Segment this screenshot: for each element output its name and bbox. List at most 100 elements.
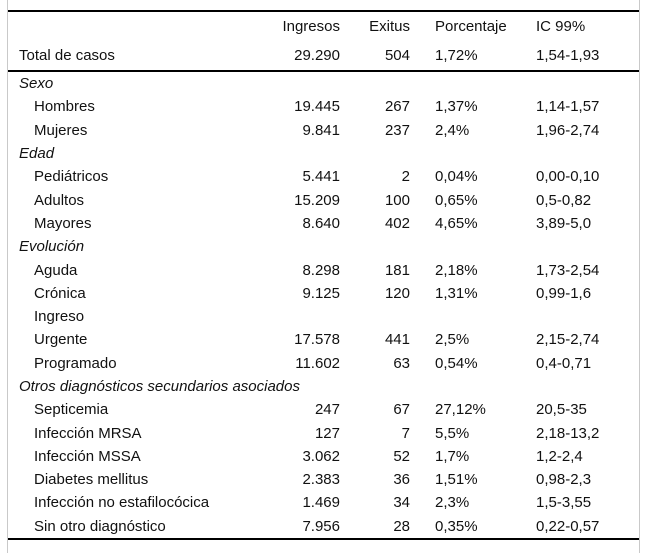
cell-ingresos: 3.062 <box>302 447 340 465</box>
cell-ic: 2,18-13,2 <box>536 424 600 442</box>
cell-ingresos: 1.469 <box>302 494 340 512</box>
cell-exitus: 36 <box>393 471 410 489</box>
cell-exitus: 402 <box>384 214 410 232</box>
cell-exitus: 441 <box>384 331 410 349</box>
column-header-porcentaje: Porcentaje <box>435 17 507 35</box>
cell-ic: 1,54-1,93 <box>536 46 600 64</box>
cell-label: Programado <box>34 354 117 372</box>
table-row-septicemia: Septicemia 247 67 27,12% 20,5-35 <box>8 398 639 421</box>
cell-ic: 0,00-0,10 <box>536 168 600 186</box>
cell-ingresos: 19.445 <box>294 98 340 116</box>
cell-ic: 2,15-2,74 <box>536 331 600 349</box>
cell-ingresos: 17.578 <box>294 331 340 349</box>
cell-porcentaje: 1,72% <box>435 46 478 64</box>
cell-porcentaje: 1,31% <box>435 284 478 302</box>
table-bottom-rule <box>8 537 639 540</box>
table-mid-rule <box>8 70 639 72</box>
cell-ingresos: 2.383 <box>302 471 340 489</box>
cell-label: Mayores <box>34 214 92 232</box>
table-row-pediatricos: Pediátricos 5.441 2 0,04% 0,00-0,10 <box>8 165 639 188</box>
table-row-hombres: Hombres 19.445 267 1,37% 1,14-1,57 <box>8 95 639 118</box>
cell-porcentaje: 0,35% <box>435 517 478 535</box>
table-row-infeccion-mssa: Infección MSSA 3.062 52 1,7% 1,2-2,4 <box>8 445 639 468</box>
cell-label: Mujeres <box>34 121 88 139</box>
cell-ic: 1,2-2,4 <box>536 447 583 465</box>
table-row-programado: Programado 11.602 63 0,54% 0,4-0,71 <box>8 352 639 375</box>
cell-porcentaje: 0,65% <box>435 191 478 209</box>
table-header-row: Ingresos Exitus Porcentaje IC 99% <box>8 12 639 40</box>
cell-ingresos: 9.125 <box>302 284 340 302</box>
cell-ic: 1,5-3,55 <box>536 494 592 512</box>
cell-porcentaje: 2,18% <box>435 261 478 279</box>
stats-table: Ingresos Exitus Porcentaje IC 99% Total … <box>7 0 640 553</box>
table-row-diabetes-mellitus: Diabetes mellitus 2.383 36 1,51% 0,98-2,… <box>8 468 639 491</box>
cell-exitus: 267 <box>384 98 410 116</box>
cell-label: Otros diagnósticos secundarios asociados <box>19 378 300 395</box>
cell-exitus: 181 <box>384 261 410 279</box>
cell-ingresos: 127 <box>314 424 340 442</box>
cell-porcentaje: 4,65% <box>435 214 478 232</box>
cell-porcentaje: 2,4% <box>435 121 470 139</box>
cell-label: Pediátricos <box>34 168 109 186</box>
cell-exitus: 120 <box>384 284 410 302</box>
cell-ic: 1,14-1,57 <box>536 98 600 116</box>
table-row-infeccion-no-estafilococica: Infección no estafilocócica 1.469 34 2,3… <box>8 491 639 514</box>
cell-porcentaje: 0,54% <box>435 354 478 372</box>
cell-ic: 0,5-0,82 <box>536 191 592 209</box>
table-row-total: Total de casos 29.290 504 1,72% 1,54-1,9… <box>8 40 639 70</box>
cell-label: Sexo <box>19 75 54 93</box>
cell-exitus: 504 <box>384 46 410 64</box>
cell-ic: 0,99-1,6 <box>536 284 592 302</box>
cell-exitus: 28 <box>393 517 410 535</box>
cell-label: Crónica <box>34 284 86 302</box>
cell-porcentaje: 1,51% <box>435 471 478 489</box>
cell-ingresos: 15.209 <box>294 191 340 209</box>
cell-porcentaje: 27,12% <box>435 401 486 419</box>
cell-label: Aguda <box>34 261 78 279</box>
table-top-rule <box>8 10 639 12</box>
cell-porcentaje: 1,7% <box>435 447 470 465</box>
cell-ingresos: 9.841 <box>302 121 340 139</box>
table-row-mujeres: Mujeres 9.841 237 2,4% 1,96-2,74 <box>8 119 639 142</box>
cell-label: Septicemia <box>34 401 109 419</box>
cell-porcentaje: 0,04% <box>435 168 478 186</box>
cell-exitus: 100 <box>384 191 410 209</box>
cell-label: Ingreso <box>34 308 85 326</box>
cell-exitus: 67 <box>393 401 410 419</box>
cell-label: Infección MRSA <box>34 424 142 442</box>
cell-ingresos: 11.602 <box>295 354 340 372</box>
column-header-exitus: Exitus <box>369 17 410 35</box>
cell-porcentaje: 1,37% <box>435 98 478 116</box>
cell-label: Hombres <box>34 98 95 116</box>
cell-label: Adultos <box>34 191 85 209</box>
section-row-evolucion: Evolución <box>8 235 639 258</box>
cell-label: Evolución <box>19 238 85 256</box>
cell-exitus: 52 <box>393 447 410 465</box>
section-row-otros-diagnosticos: Otros diagnósticos secundarios asociados <box>8 375 639 398</box>
cell-ingresos: 7.956 <box>302 517 340 535</box>
cell-exitus: 7 <box>401 424 410 442</box>
cell-ic: 3,89-5,0 <box>536 214 592 232</box>
table-row-adultos: Adultos 15.209 100 0,65% 0,5-0,82 <box>8 188 639 211</box>
cell-label: Urgente <box>34 331 88 349</box>
cell-exitus: 63 <box>393 354 410 372</box>
cell-exitus: 34 <box>393 494 410 512</box>
cell-label: Edad <box>19 145 55 163</box>
cell-label: Infección MSSA <box>34 447 141 465</box>
column-header-ingresos: Ingresos <box>282 17 340 35</box>
table-row-mayores: Mayores 8.640 402 4,65% 3,89-5,0 <box>8 212 639 235</box>
cell-ic: 20,5-35 <box>536 401 587 419</box>
cell-label: Total de casos <box>19 46 115 64</box>
top-margin <box>8 0 639 10</box>
cell-ingresos: 8.298 <box>302 261 340 279</box>
cell-exitus: 2 <box>401 168 410 186</box>
cell-ic: 1,73-2,54 <box>536 261 600 279</box>
cell-porcentaje: 5,5% <box>435 424 470 442</box>
column-header-ic99: IC 99% <box>536 17 586 35</box>
cell-ingresos: 8.640 <box>302 214 340 232</box>
cell-label: Sin otro diagnóstico <box>34 517 166 535</box>
cell-ingresos: 247 <box>314 401 340 419</box>
cell-label: Infección no estafilocócica <box>34 494 210 512</box>
cell-ic: 0,22-0,57 <box>536 517 600 535</box>
